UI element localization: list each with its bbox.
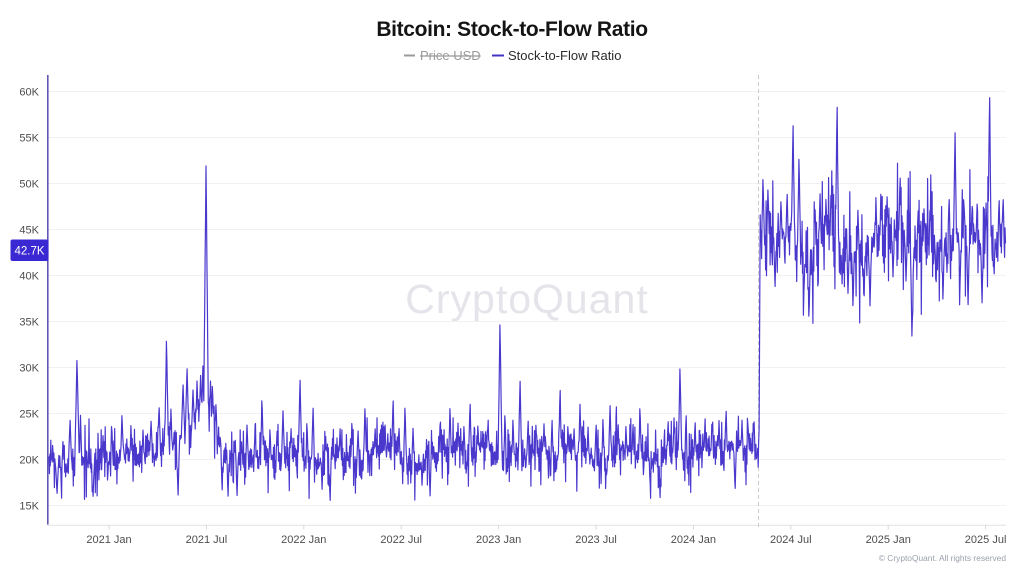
svg-text:35K: 35K xyxy=(19,317,39,329)
svg-text:25K: 25K xyxy=(19,409,39,421)
svg-text:2022 Jul: 2022 Jul xyxy=(380,534,422,546)
svg-text:CryptoQuant: CryptoQuant xyxy=(405,276,648,322)
svg-text:Stock-to-Flow Ratio: Stock-to-Flow Ratio xyxy=(508,48,621,63)
svg-text:2024 Jan: 2024 Jan xyxy=(671,534,716,546)
svg-text:30K: 30K xyxy=(19,363,39,375)
svg-text:45K: 45K xyxy=(19,225,39,237)
svg-text:55K: 55K xyxy=(19,133,39,145)
svg-text:40K: 40K xyxy=(19,271,39,283)
svg-text:50K: 50K xyxy=(19,179,39,191)
svg-text:Bitcoin: Stock-to-Flow Ratio: Bitcoin: Stock-to-Flow Ratio xyxy=(376,18,647,41)
svg-text:2021 Jul: 2021 Jul xyxy=(186,534,228,546)
svg-text:2024 Jul: 2024 Jul xyxy=(770,534,812,546)
svg-text:60K: 60K xyxy=(19,87,39,99)
svg-text:2022 Jan: 2022 Jan xyxy=(281,534,326,546)
svg-text:2023 Jul: 2023 Jul xyxy=(575,534,617,546)
svg-text:2025 Jul: 2025 Jul xyxy=(965,534,1007,546)
svg-text:42.7K: 42.7K xyxy=(14,246,44,258)
svg-text:15K: 15K xyxy=(19,501,39,513)
svg-text:2023 Jan: 2023 Jan xyxy=(476,534,521,546)
svg-text:2025 Jan: 2025 Jan xyxy=(866,534,911,546)
svg-text:© CryptoQuant. All rights rese: © CryptoQuant. All rights reserved xyxy=(879,553,1007,563)
svg-text:Price USD: Price USD xyxy=(420,48,481,63)
svg-text:20K: 20K xyxy=(19,455,39,467)
svg-text:2021 Jan: 2021 Jan xyxy=(86,534,131,546)
